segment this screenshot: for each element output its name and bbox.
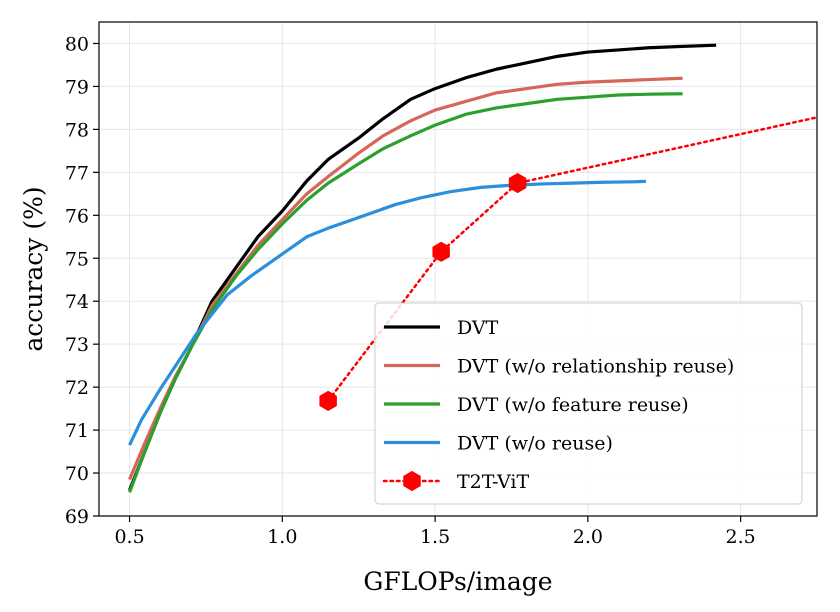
y-tick-label: 72 xyxy=(65,377,89,399)
y-tick-label: 76 xyxy=(65,205,89,227)
x-tick-label: 1.5 xyxy=(420,526,450,548)
x-tick-label: 2.0 xyxy=(573,526,603,548)
plot-frame xyxy=(98,21,818,517)
x-tick-label: 1.0 xyxy=(267,526,297,548)
series-line-3 xyxy=(128,179,646,446)
legend-label: DVT (w/o reuse) xyxy=(457,433,613,455)
y-tick-label: 77 xyxy=(65,162,89,184)
y-tick-label: 70 xyxy=(65,463,89,485)
legend-marker xyxy=(403,470,421,492)
data-point xyxy=(432,241,450,262)
y-tick-label: 75 xyxy=(65,248,89,270)
x-tick-label: 2.5 xyxy=(726,526,756,548)
y-tick-label: 80 xyxy=(65,33,89,55)
legend: DVT DVT (w/o relationship reuse) DVT (w/o … xyxy=(374,302,803,505)
legend-label: DVT xyxy=(457,317,499,339)
y-tick-label: 79 xyxy=(65,76,89,98)
x-axis-label: GFLOPs/image xyxy=(363,567,552,596)
legend-label: T2T-ViT xyxy=(457,471,529,493)
legend-label: DVT (w/o relationship reuse) xyxy=(457,356,734,378)
legend-label: DVT (w/o feature reuse) xyxy=(457,394,689,416)
y-tick-label: 78 xyxy=(65,119,89,141)
series-line-2 xyxy=(128,92,683,493)
y-tick-label: 73 xyxy=(65,334,89,356)
x-tick-label: 0.5 xyxy=(114,526,144,548)
legend-box xyxy=(374,302,803,505)
data-point xyxy=(319,390,337,411)
y-tick-label: 71 xyxy=(65,420,89,442)
y-tick-label: 69 xyxy=(65,506,89,528)
data-point xyxy=(508,173,527,194)
y-axis-label: accuracy (%) xyxy=(19,186,48,351)
axes: 0.5 1.0 1.5 2.0 2.5 69 70 71 72 73 74 75 76 77 78 79 80 xyxy=(65,33,756,548)
markers-layer xyxy=(319,173,527,411)
y-tick-label: 74 xyxy=(65,291,89,313)
